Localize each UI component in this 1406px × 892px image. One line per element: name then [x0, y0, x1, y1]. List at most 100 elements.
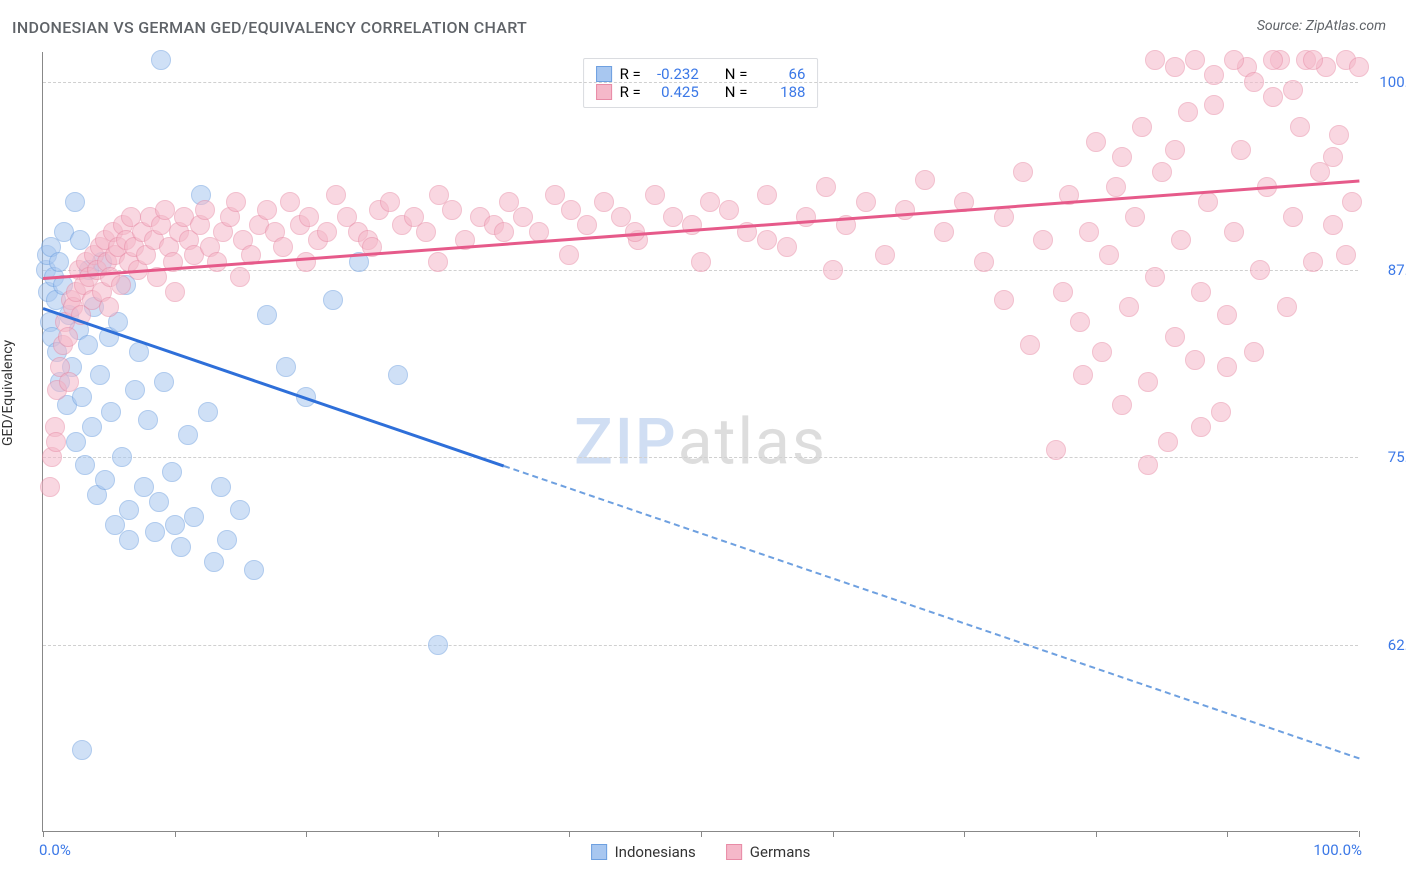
data-point-indonesians — [178, 425, 198, 445]
data-point-germans — [561, 200, 581, 220]
data-point-germans — [663, 207, 683, 227]
source-label: Source: ZipAtlas.com — [1257, 18, 1386, 34]
n-value-0: 66 — [755, 65, 805, 83]
data-point-germans — [59, 372, 79, 392]
data-point-indonesians — [72, 740, 92, 760]
data-point-indonesians — [204, 552, 224, 572]
trend-line — [43, 307, 505, 467]
data-point-indonesians — [145, 522, 165, 542]
data-point-germans — [1079, 222, 1099, 242]
ytick-label: 62.5% — [1368, 636, 1406, 654]
data-point-germans — [719, 200, 739, 220]
data-point-germans — [1323, 215, 1343, 235]
data-point-germans — [974, 252, 994, 272]
data-point-germans — [1152, 162, 1172, 182]
data-point-germans — [1092, 342, 1112, 362]
data-point-germans — [594, 192, 614, 212]
xtick-mark — [1096, 831, 1097, 837]
data-point-germans — [1191, 282, 1211, 302]
data-point-germans — [257, 200, 277, 220]
data-point-germans — [1033, 230, 1053, 250]
data-point-indonesians — [162, 462, 182, 482]
xtick-mark — [175, 831, 176, 837]
data-point-indonesians — [428, 635, 448, 655]
data-point-germans — [40, 477, 60, 497]
data-point-indonesians — [125, 380, 145, 400]
data-point-germans — [1231, 140, 1251, 160]
y-axis-label: GED/Equivalency — [0, 340, 16, 446]
data-point-germans — [1099, 245, 1119, 265]
data-point-germans — [577, 215, 597, 235]
legend-swatch-b1 — [726, 844, 742, 860]
data-point-germans — [111, 275, 131, 295]
data-point-indonesians — [101, 402, 121, 422]
data-point-indonesians — [72, 387, 92, 407]
data-point-germans — [428, 252, 448, 272]
data-point-germans — [823, 260, 843, 280]
data-point-germans — [1145, 50, 1165, 70]
data-point-germans — [1165, 140, 1185, 160]
data-point-germans — [1165, 327, 1185, 347]
data-point-indonesians — [276, 357, 296, 377]
ytick-label: 87.5% — [1368, 261, 1406, 279]
n-label-0: N = — [725, 65, 748, 83]
data-point-germans — [1323, 147, 1343, 167]
watermark-zip: ZIP — [574, 404, 678, 479]
data-point-indonesians — [257, 305, 277, 325]
data-point-germans — [1204, 95, 1224, 115]
data-point-germans — [796, 207, 816, 227]
data-point-germans — [416, 222, 436, 242]
data-point-germans — [1171, 230, 1191, 250]
xtick-mark — [569, 831, 570, 837]
xtick-mark — [833, 831, 834, 837]
data-point-germans — [1112, 395, 1132, 415]
data-point-germans — [442, 200, 462, 220]
chart-title: INDONESIAN VS GERMAN GED/EQUIVALENCY COR… — [12, 18, 527, 37]
data-point-germans — [513, 207, 533, 227]
trend-line — [503, 465, 1359, 759]
data-point-indonesians — [119, 500, 139, 520]
data-point-germans — [1283, 80, 1303, 100]
data-point-indonesians — [323, 290, 343, 310]
data-point-germans — [326, 185, 346, 205]
data-point-germans — [1224, 222, 1244, 242]
data-point-germans — [994, 290, 1014, 310]
data-point-germans — [99, 297, 119, 317]
data-point-germans — [1106, 177, 1126, 197]
legend-swatch-b0 — [591, 844, 607, 860]
xtick-mark — [438, 831, 439, 837]
data-point-germans — [1277, 297, 1297, 317]
data-point-germans — [1283, 207, 1303, 227]
data-point-indonesians — [75, 455, 95, 475]
data-point-germans — [494, 222, 514, 242]
data-point-germans — [1020, 335, 1040, 355]
data-point-indonesians — [149, 492, 169, 512]
data-point-germans — [1132, 117, 1152, 137]
data-point-indonesians — [65, 192, 85, 212]
data-point-germans — [195, 200, 215, 220]
data-point-germans — [1217, 305, 1237, 325]
r-label-1: R = — [620, 83, 641, 101]
data-point-germans — [1244, 72, 1264, 92]
xtick-label-right: 100.0% — [1313, 841, 1362, 859]
data-point-indonesians — [66, 432, 86, 452]
legend-swatch-1 — [596, 84, 612, 100]
legend-item-0: Indonesians — [591, 843, 696, 861]
legend-stats: R = -0.232 N = 66 R = 0.425 N = 188 — [583, 58, 819, 108]
legend-label-0: Indonesians — [615, 843, 696, 861]
data-point-germans — [1053, 282, 1073, 302]
n-label-1: N = — [725, 83, 748, 101]
data-point-germans — [1224, 50, 1244, 70]
data-point-germans — [155, 200, 175, 220]
data-point-germans — [1165, 57, 1185, 77]
data-point-germans — [994, 207, 1014, 227]
data-point-germans — [1303, 252, 1323, 272]
xtick-label-left: 0.0% — [39, 841, 71, 859]
data-point-germans — [545, 185, 565, 205]
data-point-indonesians — [165, 515, 185, 535]
data-point-indonesians — [151, 50, 171, 70]
data-point-germans — [1046, 440, 1066, 460]
plot-area: ZIPatlas R = -0.232 N = 66 R = 0.425 N =… — [42, 52, 1358, 832]
gridline — [43, 645, 1358, 646]
watermark-atlas: atlas — [678, 404, 827, 479]
